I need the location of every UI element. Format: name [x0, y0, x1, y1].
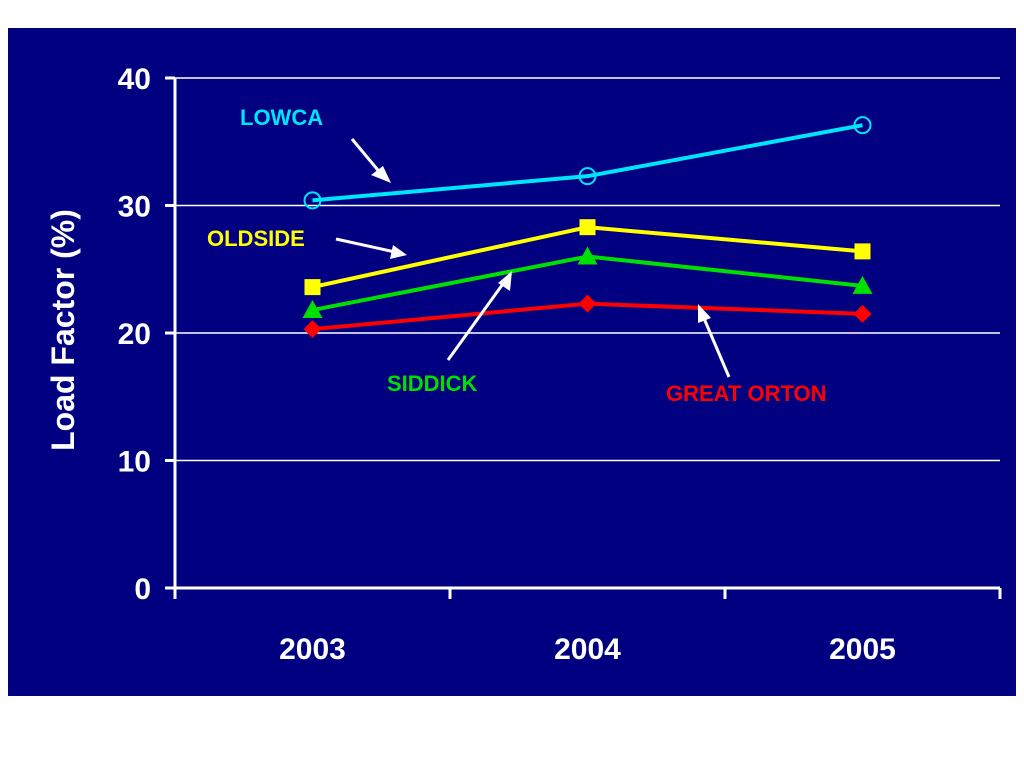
great-orton-arrow [701, 315, 731, 378]
data-point-lowca [578, 167, 597, 186]
y-tick-label: 40 [118, 63, 151, 96]
x-tick-label: 2005 [829, 633, 896, 666]
data-point-oldside [854, 243, 871, 260]
data-point-siddick [302, 300, 323, 319]
x-tick-label: 2004 [554, 633, 621, 666]
siddick-arrow [446, 280, 507, 361]
series-oldside [304, 219, 871, 296]
chart-background [8, 28, 1016, 696]
data-point-lowca [303, 191, 322, 210]
lowca-arrow [350, 138, 384, 176]
y-axis-label: Load Factor (%) [45, 209, 81, 451]
series-label-lowca: LOWCA [240, 105, 323, 130]
data-point-oldside [304, 279, 321, 296]
oldside-arrowhead [390, 245, 407, 259]
lowca-arrowhead [371, 166, 391, 183]
series-layer [302, 116, 873, 339]
series-great-orton [303, 294, 872, 339]
data-point-great-orton [853, 304, 872, 323]
data-point-siddick [852, 275, 873, 294]
series-lowca [303, 116, 872, 210]
series-siddick [302, 246, 873, 319]
great-orton-arrowhead [698, 304, 711, 323]
y-tick-label: 20 [118, 318, 151, 351]
y-tick-label: 30 [118, 191, 151, 224]
series-label-great-orton: GREAT ORTON [666, 381, 827, 406]
data-point-great-orton [303, 320, 322, 339]
series-label-siddick: SIDDICK [387, 371, 478, 396]
annotation-arrows [335, 138, 731, 378]
y-ticks: 0 10 20 30 40 [118, 63, 175, 606]
data-point-great-orton [578, 294, 597, 313]
siddick-arrowhead [498, 271, 512, 291]
series-line-lowca [312, 123, 863, 203]
data-point-siddick [577, 246, 598, 265]
data-point-oldside [579, 219, 596, 236]
series-label-oldside: OLDSIDE [207, 226, 305, 251]
oldside-arrow [335, 237, 396, 254]
y-tick-label: 10 [118, 446, 151, 479]
data-point-lowca [853, 116, 872, 135]
x-tick-label: 2003 [279, 633, 346, 666]
y-tick-label: 0 [134, 573, 151, 606]
x-ticks: 2003 2004 2005 [173, 588, 1002, 666]
